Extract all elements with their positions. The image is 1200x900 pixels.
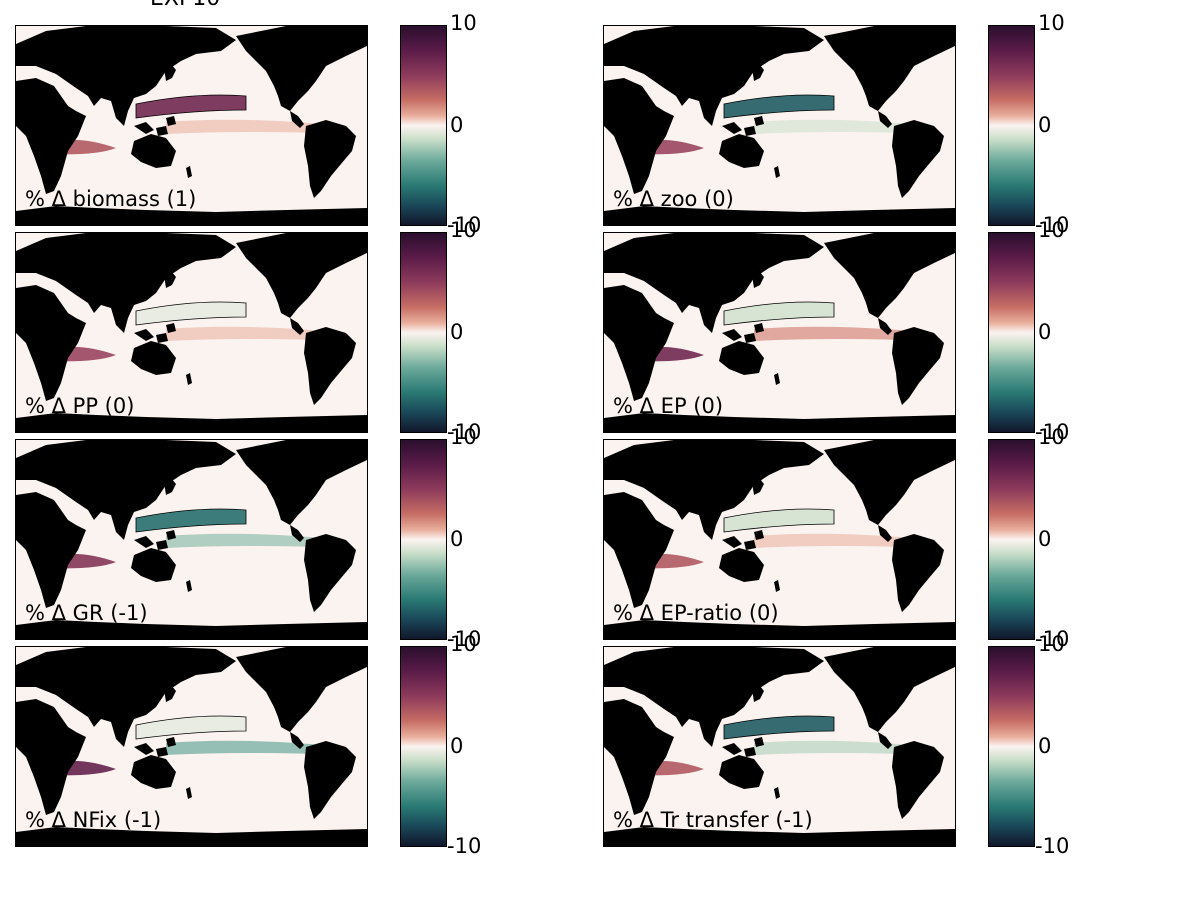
figure-title: EXP10 bbox=[150, 0, 220, 11]
colorbar-6 bbox=[988, 439, 1035, 640]
world-map bbox=[604, 26, 955, 225]
world-map bbox=[604, 647, 955, 846]
colorbar-4 bbox=[988, 232, 1035, 433]
panel-label: % Δ zoo (0) bbox=[613, 187, 734, 211]
panel-label: % Δ Tr transfer (-1) bbox=[613, 808, 813, 832]
panel-label: % Δ EP-ratio (0) bbox=[613, 601, 779, 625]
colorbar-tick-label: 0 bbox=[450, 734, 464, 758]
colorbar-7 bbox=[400, 646, 447, 847]
colorbar-tick-label: -10 bbox=[447, 420, 482, 444]
panel-label: % Δ PP (0) bbox=[25, 394, 135, 418]
colorbar-tick-label: -10 bbox=[1035, 834, 1070, 858]
colorbar-tick-label: 0 bbox=[1038, 320, 1052, 344]
colorbar-3 bbox=[400, 232, 447, 433]
panel-label: % Δ GR (-1) bbox=[25, 601, 148, 625]
world-map bbox=[604, 440, 955, 639]
panel-label: % Δ NFix (-1) bbox=[25, 808, 162, 832]
colorbar-tick-label: 10 bbox=[450, 425, 477, 449]
colorbar-tick-label: 0 bbox=[1038, 734, 1052, 758]
world-map bbox=[16, 647, 367, 846]
panel-label: % Δ biomass (1) bbox=[25, 187, 197, 211]
panel-label: % Δ EP (0) bbox=[613, 394, 724, 418]
colorbar-tick-label: 0 bbox=[1038, 527, 1052, 551]
colorbar-tick-label: 10 bbox=[450, 632, 477, 656]
colorbar-5 bbox=[400, 439, 447, 640]
colorbar-tick-label: -10 bbox=[1035, 420, 1070, 444]
world-map bbox=[16, 440, 367, 639]
colorbar-tick-label: 10 bbox=[1038, 218, 1065, 242]
colorbar-tick-label: 10 bbox=[1038, 425, 1065, 449]
map-panel-3: % Δ PP (0) bbox=[15, 232, 368, 433]
world-map bbox=[604, 233, 955, 432]
colorbar-tick-label: 0 bbox=[450, 527, 464, 551]
colorbar-tick-label: -10 bbox=[447, 834, 482, 858]
colorbar-tick-label: 10 bbox=[1038, 11, 1065, 35]
colorbar-tick-label: 10 bbox=[1038, 632, 1065, 656]
map-panel-2: % Δ zoo (0) bbox=[603, 25, 956, 226]
colorbar-tick-label: -10 bbox=[1035, 213, 1070, 237]
colorbar-tick-label: 10 bbox=[450, 11, 477, 35]
map-panel-5: % Δ GR (-1) bbox=[15, 439, 368, 640]
colorbar-8 bbox=[988, 646, 1035, 847]
map-panel-4: % Δ EP (0) bbox=[603, 232, 956, 433]
colorbar-2 bbox=[988, 25, 1035, 226]
colorbar-tick-label: 0 bbox=[450, 320, 464, 344]
map-panel-1: % Δ biomass (1) bbox=[15, 25, 368, 226]
colorbar-tick-label: 0 bbox=[450, 113, 464, 137]
map-panel-8: % Δ Tr transfer (-1) bbox=[603, 646, 956, 847]
world-map bbox=[16, 233, 367, 432]
world-map bbox=[16, 26, 367, 225]
map-panel-7: % Δ NFix (-1) bbox=[15, 646, 368, 847]
colorbar-tick-label: -10 bbox=[1035, 627, 1070, 651]
colorbar-1 bbox=[400, 25, 447, 226]
colorbar-tick-label: -10 bbox=[447, 213, 482, 237]
map-panel-6: % Δ EP-ratio (0) bbox=[603, 439, 956, 640]
colorbar-tick-label: 10 bbox=[450, 218, 477, 242]
colorbar-tick-label: -10 bbox=[447, 627, 482, 651]
colorbar-tick-label: 0 bbox=[1038, 113, 1052, 137]
